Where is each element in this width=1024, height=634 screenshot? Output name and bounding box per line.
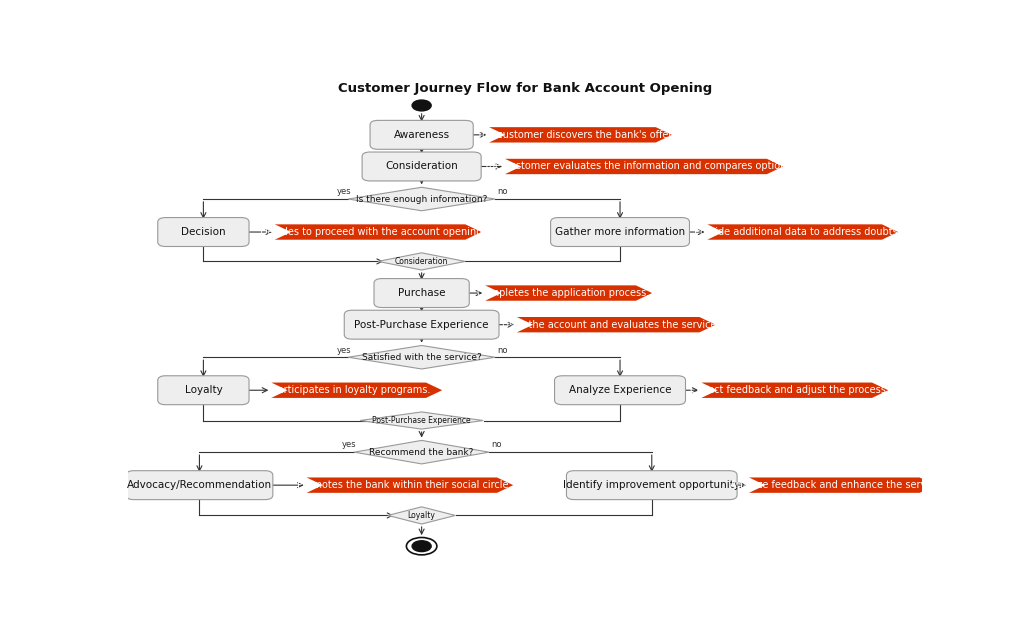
Text: Gather more information: Gather more information — [555, 227, 685, 237]
Text: Loyalty: Loyalty — [408, 511, 435, 520]
Text: Promotes the bank within their social circle.: Promotes the bank within their social ci… — [297, 480, 511, 490]
Polygon shape — [271, 382, 442, 398]
Text: Post-Purchase Experience: Post-Purchase Experience — [354, 320, 488, 330]
Polygon shape — [489, 127, 672, 143]
Text: The customer discovers the bank's offer.: The customer discovers the bank's offer. — [475, 130, 674, 140]
Polygon shape — [505, 158, 783, 174]
Polygon shape — [701, 382, 888, 398]
Polygon shape — [348, 187, 495, 210]
Polygon shape — [306, 477, 513, 493]
Text: Consideration: Consideration — [395, 257, 449, 266]
Text: Consideration: Consideration — [385, 162, 458, 171]
FancyBboxPatch shape — [158, 217, 249, 247]
Text: Identify improvement opportunity: Identify improvement opportunity — [563, 480, 740, 490]
FancyBboxPatch shape — [344, 310, 499, 339]
Text: Recommend the bank?: Recommend the bank? — [370, 448, 474, 456]
Text: Customer Journey Flow for Bank Account Opening: Customer Journey Flow for Bank Account O… — [338, 82, 712, 95]
Text: yes: yes — [342, 441, 356, 450]
Text: Provide additional data to address doubts.: Provide additional data to address doubt… — [693, 227, 900, 237]
Polygon shape — [708, 224, 898, 240]
Text: Analyze Experience: Analyze Experience — [568, 385, 672, 395]
Polygon shape — [388, 507, 456, 524]
FancyBboxPatch shape — [566, 470, 737, 500]
FancyBboxPatch shape — [370, 120, 473, 150]
Polygon shape — [360, 412, 483, 429]
Polygon shape — [354, 441, 489, 464]
Text: Decision: Decision — [181, 227, 225, 237]
Polygon shape — [749, 477, 936, 493]
Text: no: no — [497, 187, 508, 197]
FancyBboxPatch shape — [551, 217, 689, 247]
Text: yes: yes — [337, 346, 352, 354]
Polygon shape — [348, 346, 495, 369]
Text: Collect feedback and adjust the process.: Collect feedback and adjust the process. — [690, 385, 889, 395]
Circle shape — [412, 100, 431, 111]
Text: Participates in loyalty programs.: Participates in loyalty programs. — [271, 385, 430, 395]
Text: Decides to proceed with the account opening.: Decides to proceed with the account open… — [260, 227, 485, 237]
FancyBboxPatch shape — [126, 470, 272, 500]
Circle shape — [412, 541, 431, 552]
Text: Satisfied with the service?: Satisfied with the service? — [361, 353, 481, 362]
Polygon shape — [274, 224, 481, 240]
Text: Completes the application process.: Completes the application process. — [477, 288, 649, 298]
Text: Post-Purchase Experience: Post-Purchase Experience — [373, 416, 471, 425]
Text: Advocacy/Recommendation: Advocacy/Recommendation — [127, 480, 272, 490]
Text: Loyalty: Loyalty — [184, 385, 222, 395]
Text: no: no — [492, 441, 502, 450]
FancyBboxPatch shape — [555, 376, 685, 404]
Text: The customer evaluates the information and compares options.: The customer evaluates the information a… — [482, 162, 794, 171]
Polygon shape — [485, 285, 652, 301]
Text: Awareness: Awareness — [393, 130, 450, 140]
FancyBboxPatch shape — [374, 278, 469, 307]
Polygon shape — [517, 317, 716, 332]
Text: no: no — [497, 346, 508, 354]
Text: Purchase: Purchase — [398, 288, 445, 298]
Text: Is there enough information?: Is there enough information? — [356, 195, 487, 204]
Polygon shape — [378, 253, 465, 270]
FancyBboxPatch shape — [158, 376, 249, 404]
Text: Uses the account and evaluates the service.: Uses the account and evaluates the servi… — [502, 320, 719, 330]
FancyBboxPatch shape — [362, 152, 481, 181]
Text: Analyze feedback and enhance the service.: Analyze feedback and enhance the service… — [730, 480, 943, 490]
Text: yes: yes — [337, 187, 352, 197]
